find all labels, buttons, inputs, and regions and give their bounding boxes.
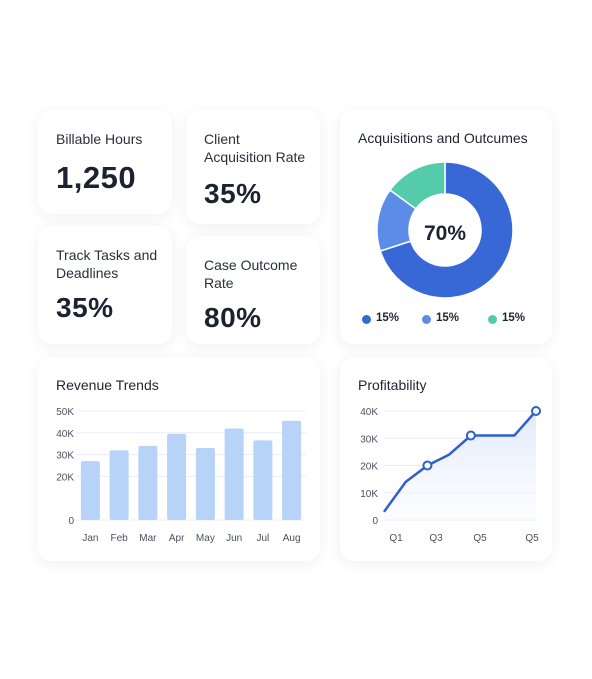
card-title: Revenue Trends bbox=[56, 377, 159, 393]
donut-slice bbox=[388, 161, 446, 210]
kpi-label-line: Deadlines bbox=[56, 265, 119, 281]
bar bbox=[80, 461, 100, 520]
x-tick-label: Jan bbox=[82, 533, 98, 544]
kpi-value: 35% bbox=[204, 178, 262, 209]
kpi-card-client-acquisition[interactable]: Client Acquisition Rate 35% bbox=[186, 110, 320, 224]
legend-dot bbox=[488, 315, 497, 324]
x-tick-label: Q1 bbox=[389, 533, 403, 544]
x-tick-label: Jul bbox=[256, 533, 269, 544]
bar bbox=[167, 433, 187, 520]
kpi-label: Billable Hours bbox=[56, 131, 143, 147]
donut-slice bbox=[379, 161, 514, 299]
y-tick-label: 20K bbox=[360, 462, 378, 473]
y-tick-label: 40K bbox=[56, 429, 74, 440]
y-tick-label: 50K bbox=[56, 407, 74, 418]
card-title: Acquisitions and Outcumes bbox=[358, 130, 528, 146]
y-tick-label: 0 bbox=[372, 516, 378, 527]
kpi-label-line: Rate bbox=[204, 275, 234, 291]
x-tick-label: May bbox=[196, 533, 215, 544]
bar bbox=[253, 440, 273, 520]
x-tick-label: Apr bbox=[169, 533, 185, 544]
area-fill bbox=[384, 411, 536, 520]
revenue-bar-chart: 0 20K 30K 40K 50K Jan Feb Mar Apr May Jun Jul Aug bbox=[56, 407, 306, 544]
y-tick-label: 10K bbox=[360, 489, 378, 500]
y-tick-label: 30K bbox=[56, 451, 74, 462]
card-title: Profitability bbox=[358, 377, 427, 393]
bar bbox=[138, 445, 158, 520]
donut-center-label: 70% bbox=[424, 222, 466, 245]
bar bbox=[109, 450, 129, 520]
acquisitions-card: Acquisitions and Outcumes 70% 15% 15% 15… bbox=[340, 110, 552, 344]
kpi-label-line: Track Tasks and bbox=[56, 247, 158, 263]
kpi-card-track-tasks[interactable]: Track Tasks and Deadlines 35% bbox=[38, 226, 172, 344]
kpi-label-line: Case Outcome bbox=[204, 257, 298, 273]
legend-label: 15% bbox=[376, 312, 400, 324]
y-tick-label: 20K bbox=[56, 472, 74, 483]
bar bbox=[224, 428, 244, 520]
kpi-value: 35% bbox=[56, 292, 114, 323]
kpi-value: 80% bbox=[204, 302, 262, 333]
legend-label: 15% bbox=[436, 312, 460, 324]
revenue-trends-card: Revenue Trends 0 20K 30K 40K 50K Jan Feb Mar Apr… bbox=[38, 357, 320, 561]
data-point bbox=[465, 430, 476, 441]
data-point bbox=[531, 406, 541, 416]
x-tick-label: Q3 bbox=[429, 533, 443, 544]
y-tick-label: 40K bbox=[360, 407, 378, 418]
profitability-line-chart: 0 10K 20K 30K 40K Q1 Q3 Q5 Q5 bbox=[360, 406, 541, 544]
x-tick-label: Aug bbox=[283, 533, 301, 544]
kpi-label: Client Acquisition Rate bbox=[204, 130, 305, 166]
series-line bbox=[382, 410, 537, 513]
profitability-card: Profitability 0 10K 20K 30K 40K Q1 Q3 Q5 Q5 bbox=[340, 357, 552, 561]
y-tick-label: 30K bbox=[360, 434, 378, 445]
y-tick-label: 0 bbox=[68, 516, 74, 527]
kpi-card-billable-hours[interactable]: Billable Hours 1,250 bbox=[38, 110, 172, 214]
kpi-value: 1,250 bbox=[56, 160, 137, 195]
x-tick-label: Q5 bbox=[473, 533, 487, 544]
kpi-card-case-outcome[interactable]: Case Outcome Rate 80% bbox=[186, 236, 320, 344]
data-point bbox=[422, 460, 433, 471]
kpi-label-line: Client bbox=[204, 131, 240, 147]
legend-label: 15% bbox=[502, 312, 526, 324]
x-tick-label: Q5 bbox=[525, 533, 539, 544]
legend-dot bbox=[362, 315, 371, 324]
bar bbox=[282, 420, 302, 520]
kpi-label-line: Acquisition Rate bbox=[204, 149, 306, 165]
x-tick-label: Feb bbox=[111, 533, 129, 544]
kpi-label: Case Outcome Rate bbox=[204, 256, 297, 292]
donut-chart: 70% bbox=[376, 161, 514, 299]
legend-dot bbox=[422, 315, 431, 324]
x-tick-label: Jun bbox=[226, 533, 242, 544]
x-tick-label: Mar bbox=[139, 533, 157, 544]
bar bbox=[195, 448, 215, 520]
kpi-label: Track Tasks and Deadlines bbox=[56, 246, 157, 282]
